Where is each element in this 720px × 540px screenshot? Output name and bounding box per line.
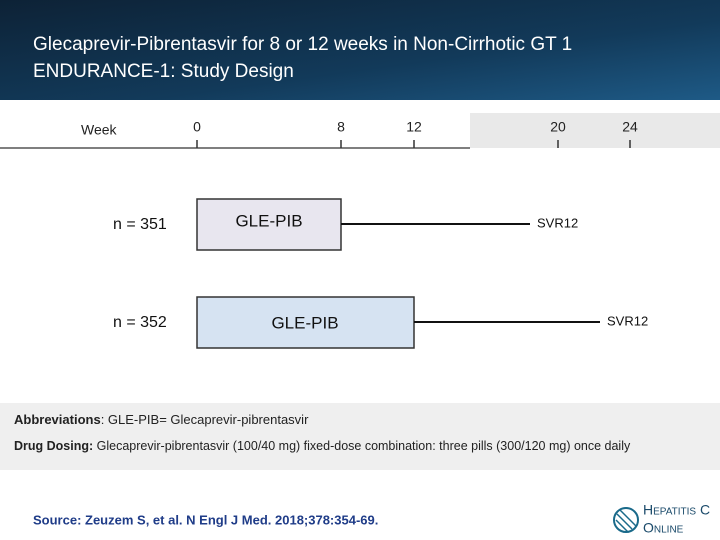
timeline-band — [0, 113, 470, 148]
logo-text: Hepatitis C — [643, 502, 710, 518]
treatment-label: GLE-PIB — [235, 211, 302, 230]
logo-icon — [615, 509, 637, 533]
week-ticks: 0 8 12 20 24 — [193, 119, 638, 135]
dosing: Drug Dosing: Glecaprevir-pibrentasvir (1… — [14, 439, 631, 453]
dosing-text: Glecaprevir-pibrentasvir (100/40 mg) fix… — [93, 439, 631, 453]
logo: Hepatitis C Online — [613, 502, 710, 536]
arm-n: n = 352 — [113, 314, 167, 331]
header-band — [0, 0, 720, 100]
followup-label: SVR12 — [537, 215, 578, 230]
followup-label: SVR12 — [607, 313, 648, 328]
tick-label: 0 — [193, 119, 201, 135]
abbreviations-text: : GLE-PIB= Glecaprevir-pibrentasvir — [101, 412, 309, 427]
title: ENDURANCE-1: Study Design — [33, 61, 294, 82]
tick-label: 20 — [550, 119, 566, 135]
notes-box — [0, 403, 720, 470]
logo-text: Online — [643, 520, 684, 536]
dosing-label: Drug Dosing: — [14, 439, 93, 453]
treatment-box — [196, 296, 415, 349]
logo-icon — [613, 507, 639, 533]
tick-label: 8 — [337, 119, 345, 135]
week-label: Week — [81, 122, 118, 138]
tick-label: 24 — [622, 119, 638, 135]
treatment-label: GLE-PIB — [271, 313, 338, 332]
treatment-box — [196, 198, 342, 251]
abbreviations: Abbreviations: GLE-PIB= Glecaprevir-pibr… — [14, 412, 309, 427]
arm-n: n = 351 — [113, 216, 167, 233]
abbreviations-label: Abbreviations — [14, 412, 101, 427]
tick-label: 12 — [406, 119, 422, 135]
source: Source: Zeuzem S, et al. N Engl J Med. 2… — [33, 512, 378, 527]
tick-marks — [196, 140, 631, 148]
title: Glecaprevir-Pibrentasvir for 8 or 12 wee… — [33, 34, 572, 55]
